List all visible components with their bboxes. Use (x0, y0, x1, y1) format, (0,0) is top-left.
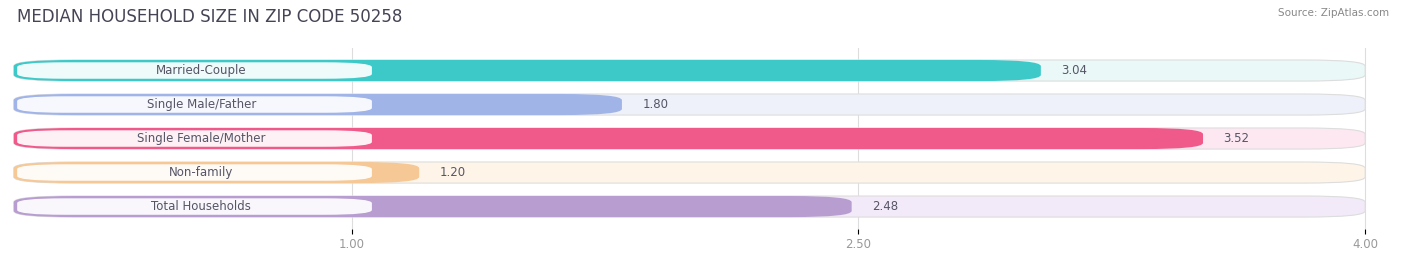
FancyBboxPatch shape (14, 60, 1365, 81)
Text: Total Households: Total Households (152, 200, 252, 213)
FancyBboxPatch shape (14, 196, 1365, 217)
FancyBboxPatch shape (14, 162, 1365, 183)
FancyBboxPatch shape (14, 60, 1040, 81)
Text: Married-Couple: Married-Couple (156, 64, 246, 77)
FancyBboxPatch shape (14, 196, 852, 217)
FancyBboxPatch shape (17, 62, 373, 79)
Text: Single Male/Father: Single Male/Father (146, 98, 256, 111)
FancyBboxPatch shape (14, 162, 419, 183)
FancyBboxPatch shape (17, 164, 373, 181)
Text: 1.80: 1.80 (643, 98, 668, 111)
FancyBboxPatch shape (17, 198, 373, 215)
Text: 3.52: 3.52 (1223, 132, 1250, 145)
FancyBboxPatch shape (14, 128, 1365, 149)
Text: MEDIAN HOUSEHOLD SIZE IN ZIP CODE 50258: MEDIAN HOUSEHOLD SIZE IN ZIP CODE 50258 (17, 8, 402, 26)
Text: 1.20: 1.20 (440, 166, 465, 179)
FancyBboxPatch shape (17, 96, 373, 113)
Text: 2.48: 2.48 (872, 200, 898, 213)
FancyBboxPatch shape (14, 94, 1365, 115)
Text: Source: ZipAtlas.com: Source: ZipAtlas.com (1278, 8, 1389, 18)
FancyBboxPatch shape (14, 128, 1204, 149)
Text: Single Female/Mother: Single Female/Mother (136, 132, 266, 145)
FancyBboxPatch shape (14, 94, 621, 115)
Text: Non-family: Non-family (169, 166, 233, 179)
FancyBboxPatch shape (17, 130, 373, 147)
Text: 3.04: 3.04 (1062, 64, 1087, 77)
